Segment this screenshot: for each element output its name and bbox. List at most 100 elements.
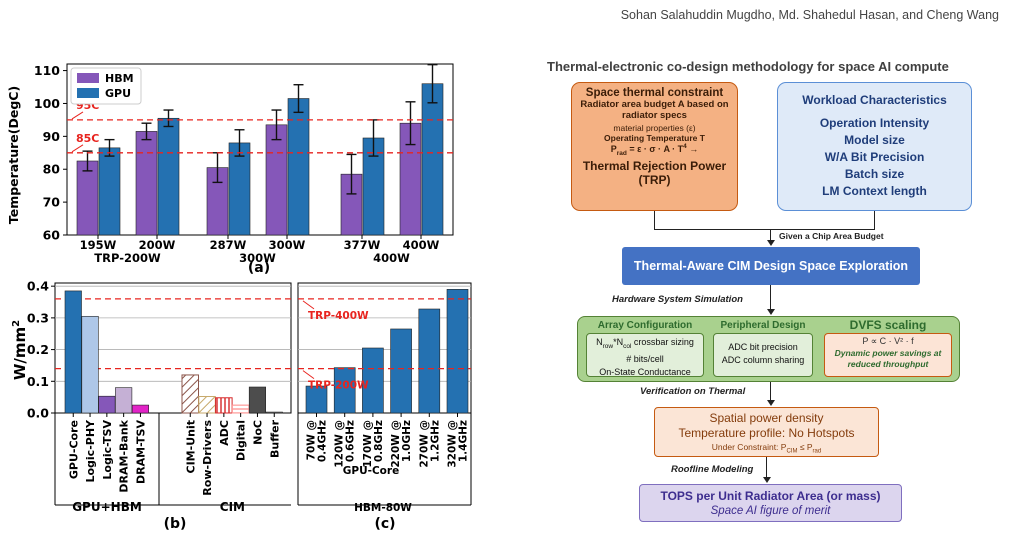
chart-c-frame [297,282,472,414]
x-axis-label: GPU-Core [343,465,399,477]
x-tick-label: Logic-PHY [84,419,97,483]
x-tick-label: 0.4GHz [317,420,329,462]
y-tick-label: 100 [34,96,60,111]
arrow-to-dse [770,230,772,241]
thermal-sub: Radiator area budget A based on radiator… [580,99,729,121]
bar [231,404,250,414]
x-tick-label: 1.2GHz [429,420,441,462]
ncol-n: *N [613,337,624,347]
dvfs-formula: P ∝ C · V² · f [862,336,914,346]
bar [198,396,216,414]
x-tick-label: GPU-Core [67,420,80,479]
x-tick-label: Logic-TSV [101,420,114,480]
x-tick-label: NoC [251,420,264,445]
workload-item: W/A Bit Precision [824,150,925,164]
reference-label: TRP-400W [308,310,369,322]
bar [446,289,469,414]
dvfs-box: P ∝ C · V² · f Dynamic power savings at … [824,333,952,377]
x-tick-label: 320W @ [447,420,459,468]
tops-line1: TOPS per Unit Radiator Area (or mass) [660,489,881,503]
group-label: GPU+HBM [72,500,142,514]
workload-item: Model size [844,133,905,147]
connector-thermal [654,211,656,230]
reference-arrow [302,300,315,310]
bar [81,315,99,414]
y-tick-label: 110 [34,63,60,78]
bar-gpu [287,98,310,236]
x-tick-label: 200W [139,238,176,252]
spatial-line2: Temperature profile: No Hotspots [678,426,855,440]
arrowhead-hw [767,309,775,315]
x-tick-label: Buffer [268,419,281,458]
bar [115,387,133,414]
group-label: 300W [239,251,276,265]
bar-gpu [157,117,180,236]
x-tick-label: 70W @ [306,420,318,460]
spatial-line1: Spatial power density [709,411,824,425]
y-tick-label: 80 [43,162,61,177]
arrowhead-tops [763,477,771,483]
given-area-label: Given a Chip Area Budget [779,231,884,241]
y-tick-label: 0.0 [27,406,49,421]
arrow-to-spatial [770,382,772,401]
dvfs-title: DVFS scaling [849,318,927,332]
chart-a-frame [66,63,454,236]
x-tick-label: 1.4GHz [458,420,470,462]
bar [215,397,233,414]
formula-sup: 4 [683,143,687,150]
peripheral-box: ADC bit precision ADC column sharing [713,333,813,377]
formula-p: P [610,144,617,154]
x-tick-label: DRAM-Bank [118,419,131,492]
array-config-line2: # bits/cell [626,354,664,365]
x-tick-label: 0.6GHz [345,420,357,462]
bar-hbm [135,131,158,236]
legend-label: GPU [105,87,131,100]
workload-item: LM Context length [822,184,927,198]
peripheral-line1: ADC bit precision [728,342,798,352]
constraint-a-sub: CIM [786,448,798,455]
hw-sim-label: Hardware System Simulation [612,294,743,305]
constraint-b-sub: rad [812,448,822,455]
workload-title: Workload Characteristics [802,93,947,107]
x-tick-label: DRAM-TSV [134,420,147,484]
x-tick-label: 270W @ [418,420,430,468]
tops-box: TOPS per Unit Radiator Area (or mass) Sp… [639,484,902,522]
arrow-to-tops [766,457,768,478]
flow-title: Thermal-electronic co-design methodology… [547,59,949,74]
peripheral-line2: ADC column sharing [721,355,805,365]
spatial-box: Spatial power density Temperature profil… [654,407,879,457]
y-tick-label: 0.3 [27,310,49,325]
y-tick-label: 70 [43,195,61,210]
chart-b-ylabel-base: W/mm [11,327,29,380]
group-label: TRP-200W [94,251,161,265]
chart-b-ylabel-sup: 2 [11,320,22,327]
workload-item: Operation Intensity [819,116,930,130]
trp-label-2: (TRP) [638,172,671,187]
bar [64,290,82,414]
reference-label: TRP-200W [308,380,369,392]
dvfs-title-box: DVFS scaling [822,318,954,332]
arrowhead-spatial [767,400,775,406]
thermal-constraint-box: Space thermal constraint Radiator area b… [571,82,738,211]
bar [390,328,412,414]
x-tick-label: Digital [235,420,248,461]
bar [248,386,266,414]
x-tick-label: 1.0GHz [401,420,413,462]
figure-charts: Temperature(DegC) (a) 60 70 80 90 100 110 195W… [6,63,472,532]
legend-swatch [77,73,99,83]
workload-box: Workload Characteristics Operation Inten… [777,82,972,211]
thermal-line2: Operating Temperature T [604,133,705,143]
bar [418,308,441,414]
ncol-sub: col [623,342,632,350]
array-config-box: Array Configuration [584,320,706,378]
bar-hbm [265,124,288,236]
bar [98,395,116,414]
page-header: Sohan Salahuddin Mugdho, Md. Shahedul Ha… [620,8,999,22]
spatial-line3: Under Constraint: PCIM ≤ Prad [655,441,878,458]
x-tick-label: 220W @ [390,420,402,468]
trp-label-1: Thermal Rejection Power [582,158,727,173]
dse-box: Thermal-Aware CIM Design Space Explorati… [622,247,920,285]
array-config-inner: Nrow*Ncol crossbar sizing # bits/cell On… [586,333,704,377]
connector-horizontal [654,229,875,231]
x-tick-label: 377W [344,238,381,252]
